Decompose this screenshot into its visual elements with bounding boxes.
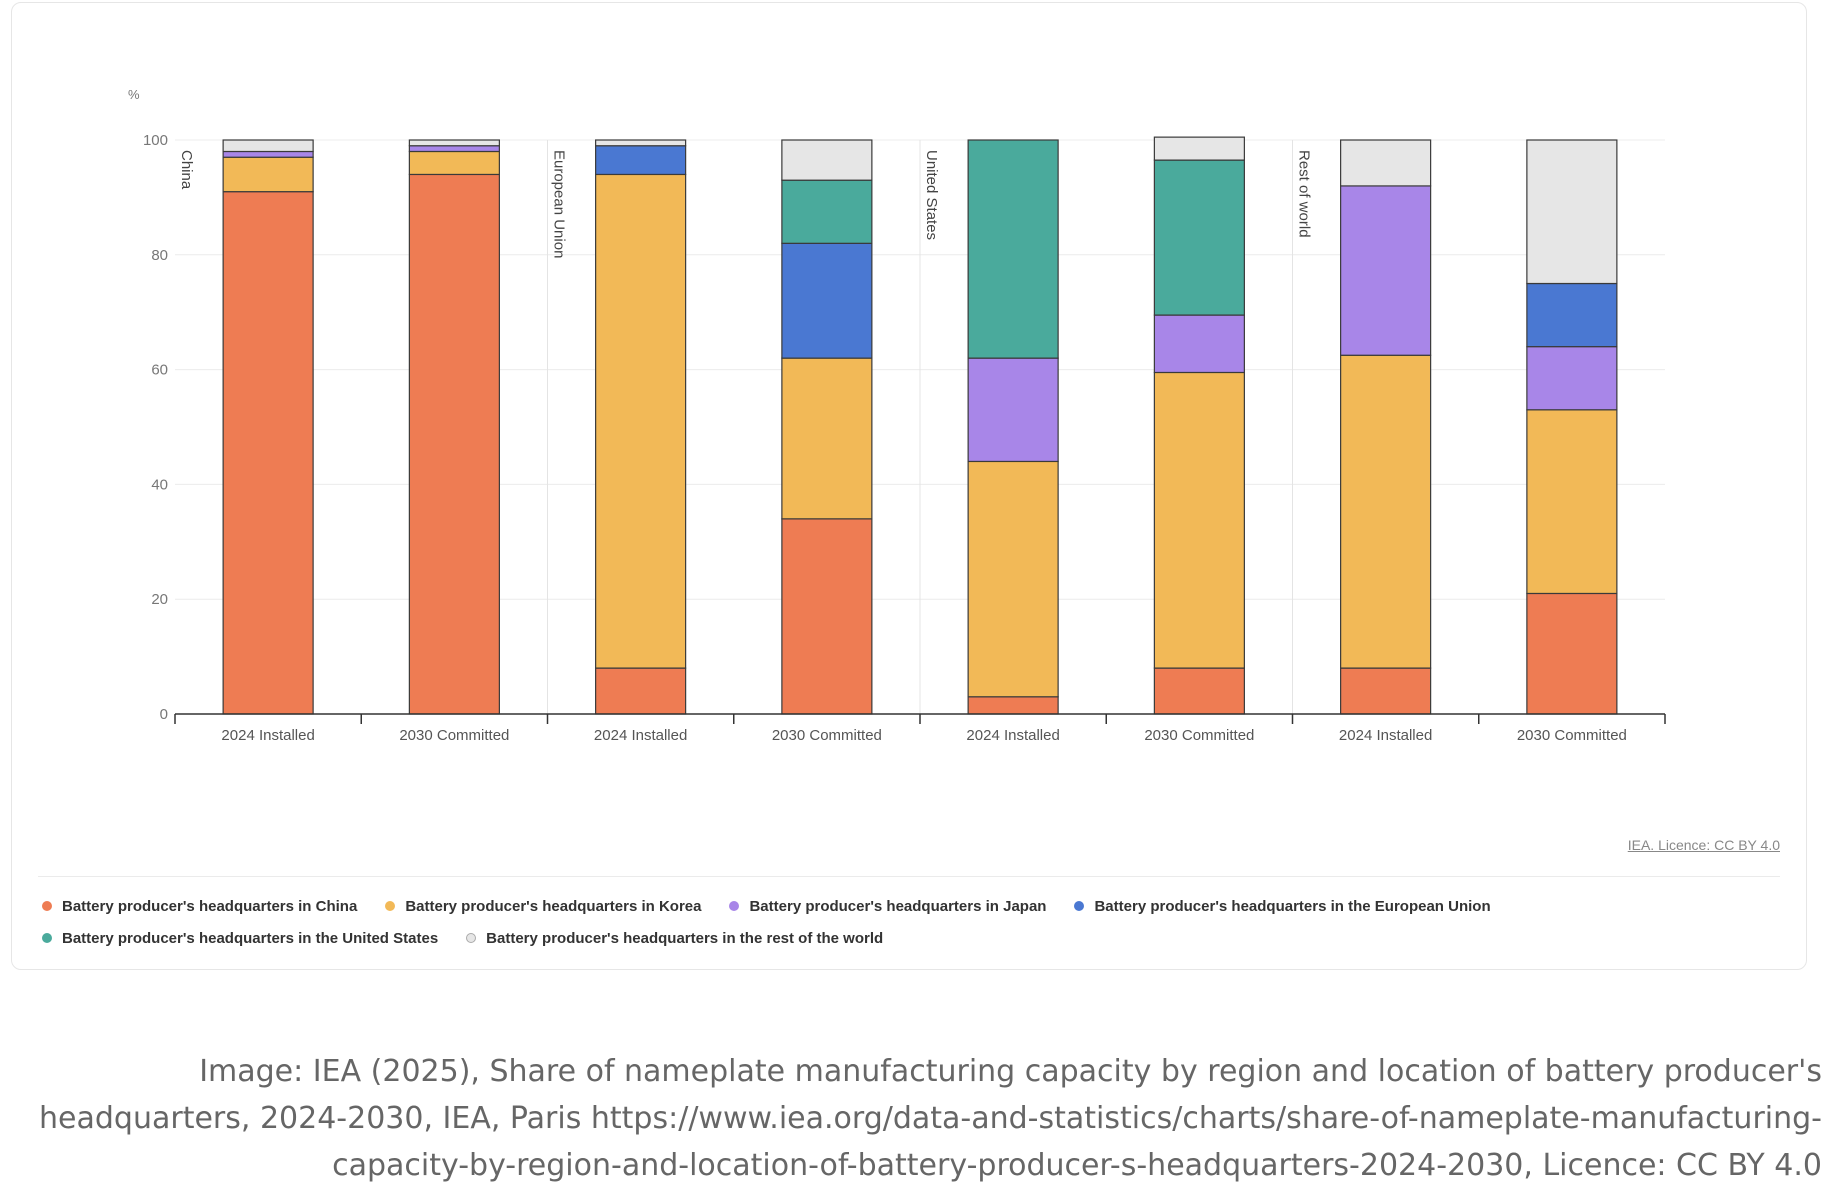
legend-item[interactable]: Battery producer's headquarters in Korea: [385, 896, 701, 916]
bar-segment: [222, 191, 314, 715]
legend-swatch: [729, 901, 740, 911]
bar-segment: [1526, 346, 1618, 411]
x-tick-label: 2024 Installed: [221, 727, 314, 744]
legend-item[interactable]: Battery producer's headquarters in Japan: [729, 896, 1046, 916]
group-label: European Union: [551, 150, 568, 258]
legend: Battery producer's headquarters in China…: [42, 896, 1782, 948]
legend-label: Battery producer's headquarters in the E…: [1094, 897, 1491, 915]
bar-segment: [781, 518, 873, 715]
bar-segment: [222, 156, 314, 193]
y-tick-label: 80: [151, 247, 168, 264]
bar-segment: [1340, 139, 1432, 187]
bar-segment: [781, 357, 873, 520]
bar-segment: [781, 242, 873, 359]
bar-segment: [595, 145, 687, 176]
bar-segment: [1526, 409, 1618, 595]
x-tick-label: 2024 Installed: [966, 727, 1059, 744]
legend-label: Battery producer's headquarters in China: [62, 897, 358, 915]
legend-item[interactable]: Battery producer's headquarters in the E…: [1074, 896, 1491, 916]
x-tick-label: 2024 Installed: [594, 727, 687, 744]
bar-segment: [1153, 371, 1245, 669]
group-label: United States: [923, 150, 940, 240]
y-tick-label: 40: [151, 476, 168, 493]
bar-segment: [1526, 592, 1618, 715]
legend-item[interactable]: Battery producer's headquarters in China: [42, 896, 357, 916]
bar-segment: [222, 139, 314, 153]
legend-swatch: [42, 933, 52, 943]
bar-segment: [1153, 159, 1245, 316]
bar-segment: [967, 696, 1059, 715]
legend-swatch: [42, 901, 52, 911]
bar-segment: [1153, 667, 1245, 715]
bar-segment: [595, 667, 687, 715]
legend-label: Battery producer's headquarters in Japan: [749, 897, 1047, 915]
x-tick-label: 2030 Committed: [1517, 727, 1627, 744]
bar-segment: [1153, 136, 1245, 161]
bar-segment: [222, 150, 314, 158]
y-unit-label: %: [128, 87, 140, 102]
bar-segment: [408, 173, 500, 715]
license-link[interactable]: IEA. Licence: CC BY 4.0: [1627, 837, 1780, 853]
x-tick-label: 2030 Committed: [399, 727, 509, 744]
bar-segment: [408, 139, 500, 147]
x-tick-label: 2030 Committed: [1144, 727, 1254, 744]
bar-segment: [1340, 354, 1432, 669]
group-label: Rest of world: [1296, 150, 1313, 238]
bar-segment: [1340, 667, 1432, 715]
bar-segment: [1526, 139, 1618, 285]
y-tick-label: 60: [151, 362, 168, 379]
bar-segment: [408, 150, 500, 176]
bar-segment: [967, 139, 1059, 359]
legend-label: Battery producer's headquarters in the r…: [486, 929, 884, 947]
bar-segment: [781, 139, 873, 181]
y-tick-label: 100: [143, 132, 168, 149]
legend-swatch: [385, 901, 396, 911]
legend-label: Battery producer's headquarters in Korea: [405, 897, 702, 915]
bar-segment: [967, 357, 1059, 463]
legend-item[interactable]: Battery producer's headquarters in the U…: [42, 928, 438, 948]
legend-divider: [38, 876, 1780, 877]
legend-label: Battery producer's headquarters in the U…: [62, 929, 439, 947]
bar-segment: [595, 139, 687, 147]
image-caption: Image: IEA (2025), Share of nameplate ma…: [39, 1054, 1822, 1183]
x-tick-label: 2030 Committed: [772, 727, 882, 744]
legend-item[interactable]: Battery producer's headquarters in the r…: [466, 928, 883, 948]
y-tick-label: 0: [160, 706, 168, 723]
x-tick-label: 2024 Installed: [1339, 727, 1432, 744]
legend-swatch: [466, 933, 477, 943]
bar-segment: [1526, 282, 1618, 348]
group-label: China: [178, 150, 195, 190]
bar-segment: [595, 173, 687, 669]
legend-swatch: [1074, 901, 1085, 911]
bar-segment: [408, 145, 500, 153]
bar-segment: [781, 179, 873, 244]
y-tick-label: 20: [151, 591, 168, 608]
bar-segment: [1340, 185, 1432, 356]
chart-svg: % 0 20 40 60 80 100 China European Union United S…: [128, 87, 1666, 744]
bar-segment: [1153, 314, 1245, 374]
bar-segment: [967, 460, 1059, 698]
chart-card: % 0 20 40 60 80 100 China European Union United S…: [11, 2, 1807, 970]
